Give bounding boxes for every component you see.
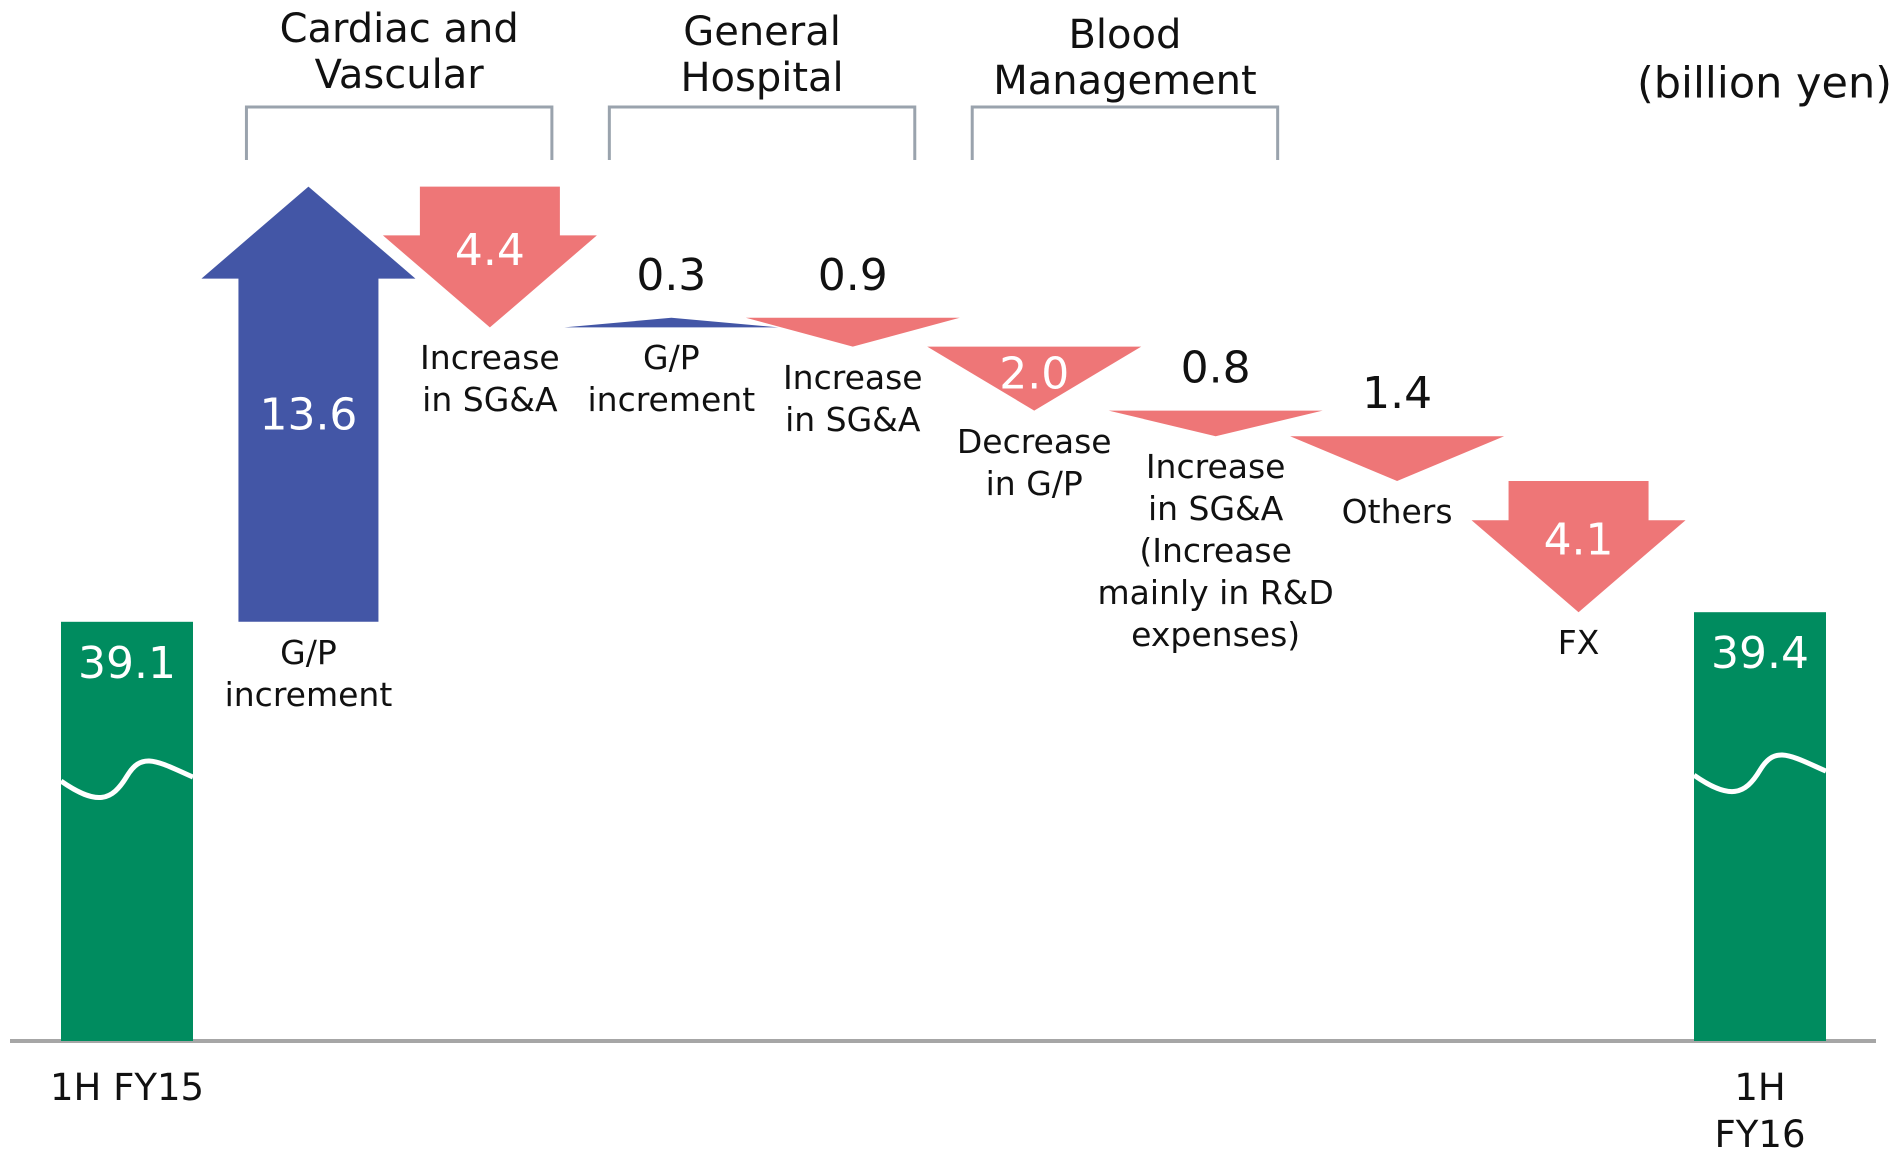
category-label: FX [1557,623,1600,663]
arrow [1108,410,1323,437]
arrow [564,317,779,328]
chart: (billion yen) 39.1 13.6 4.4 0.3 0.9 2.0 0.8 1.4… [10,59,1892,1043]
arrow [745,317,960,347]
value-label: 0.3 [636,250,706,301]
category-label: Increase in SG&A [782,357,923,439]
group-bracket [970,105,1280,160]
group-bracket [607,105,917,160]
arrow [1471,481,1686,613]
arrow [201,186,416,622]
value-label: 1.4 [1362,368,1432,419]
x-tick-label: 1H FY15 [49,1066,205,1109]
value-label: 4.4 [455,225,525,276]
group-label: Blood Management [993,12,1257,104]
unit-label: (billion yen) [1637,59,1892,109]
value-label: 2.0 [999,349,1069,400]
group-label: General Hospital [680,9,844,101]
value-label: 0.9 [818,250,888,301]
arrow [927,346,1142,411]
group-label: Cardiac and Vascular [279,6,519,98]
axis-break [59,758,195,800]
category-label: Increase in SG&A [420,338,560,420]
axis-break [1692,752,1828,794]
page: (billion yen) 39.1 13.6 4.4 0.3 0.9 2.0 0.8 1.4… [10,6,1892,1156]
category-label: Decrease in G/P [956,421,1112,503]
value-label: 4.1 [1544,515,1614,566]
total-bar [1694,612,1826,1041]
value-label: 39.4 [1711,628,1809,679]
category-label: Increase in SG&A (Increase mainly in R&D… [1097,447,1334,654]
category-label: G/P increment [587,338,756,420]
value-label: 0.8 [1181,343,1251,394]
total-bar [61,621,193,1041]
arrow [382,186,597,328]
arrow [1290,436,1505,481]
value-label: 39.1 [78,638,176,689]
category-label: G/P increment [224,632,393,714]
category-label: Others [1341,492,1453,531]
value-label: 13.6 [259,389,357,440]
x-tick-label: 1H FY16 [1714,1066,1806,1156]
group-bracket [244,105,554,160]
